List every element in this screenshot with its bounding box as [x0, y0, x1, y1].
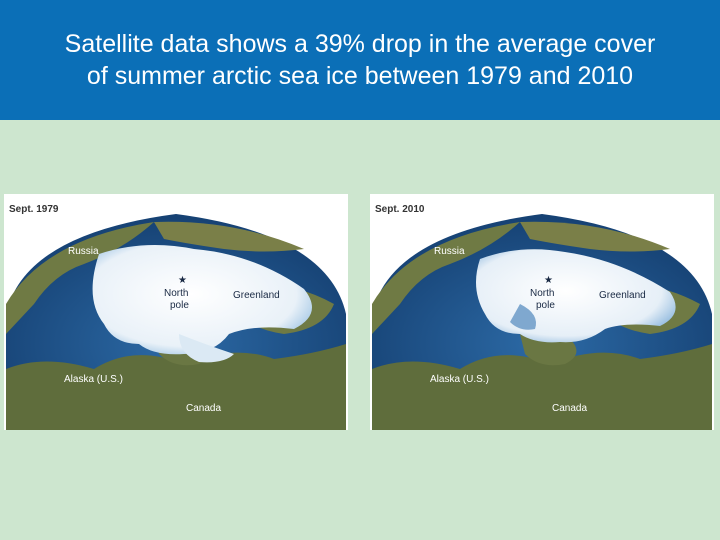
slide-title-line-2: of summer arctic sea ice between 1979 an…	[86, 62, 634, 90]
canada-label: Canada	[552, 403, 588, 414]
arctic-globe-1979	[4, 194, 348, 430]
russia-label: Russia	[68, 246, 99, 257]
north-pole-label-line2: pole	[170, 300, 189, 311]
year-label-2010: Sept. 2010	[375, 204, 425, 215]
alaska-label: Alaska (U.S.)	[64, 374, 123, 385]
alaska-label: Alaska (U.S.)	[430, 374, 489, 385]
arctic-globe-2010	[370, 194, 714, 430]
north-pole-star-icon: ★	[178, 275, 187, 286]
greenland-label: Greenland	[233, 290, 280, 301]
north-pole-label-line2: pole	[536, 300, 555, 311]
north-pole-label-line1: North	[530, 288, 555, 299]
sea-ice-map-2010: Sept. 2010 Russia ★ North pole Greenland…	[370, 194, 714, 430]
canada-label: Canada	[186, 403, 222, 414]
greenland-label: Greenland	[599, 290, 646, 301]
slide-title-line-1: Satellite data shows a 39% drop in the a…	[64, 30, 656, 58]
north-pole-star-icon: ★	[544, 275, 553, 286]
north-pole-label-line1: North	[164, 288, 189, 299]
title-bar: Satellite data shows a 39% drop in the a…	[0, 0, 720, 120]
sea-ice-map-1979: Sept. 1979 Russia ★ North pole Greenland…	[4, 194, 348, 430]
year-label-1979: Sept. 1979	[9, 204, 59, 215]
russia-label: Russia	[434, 246, 465, 257]
